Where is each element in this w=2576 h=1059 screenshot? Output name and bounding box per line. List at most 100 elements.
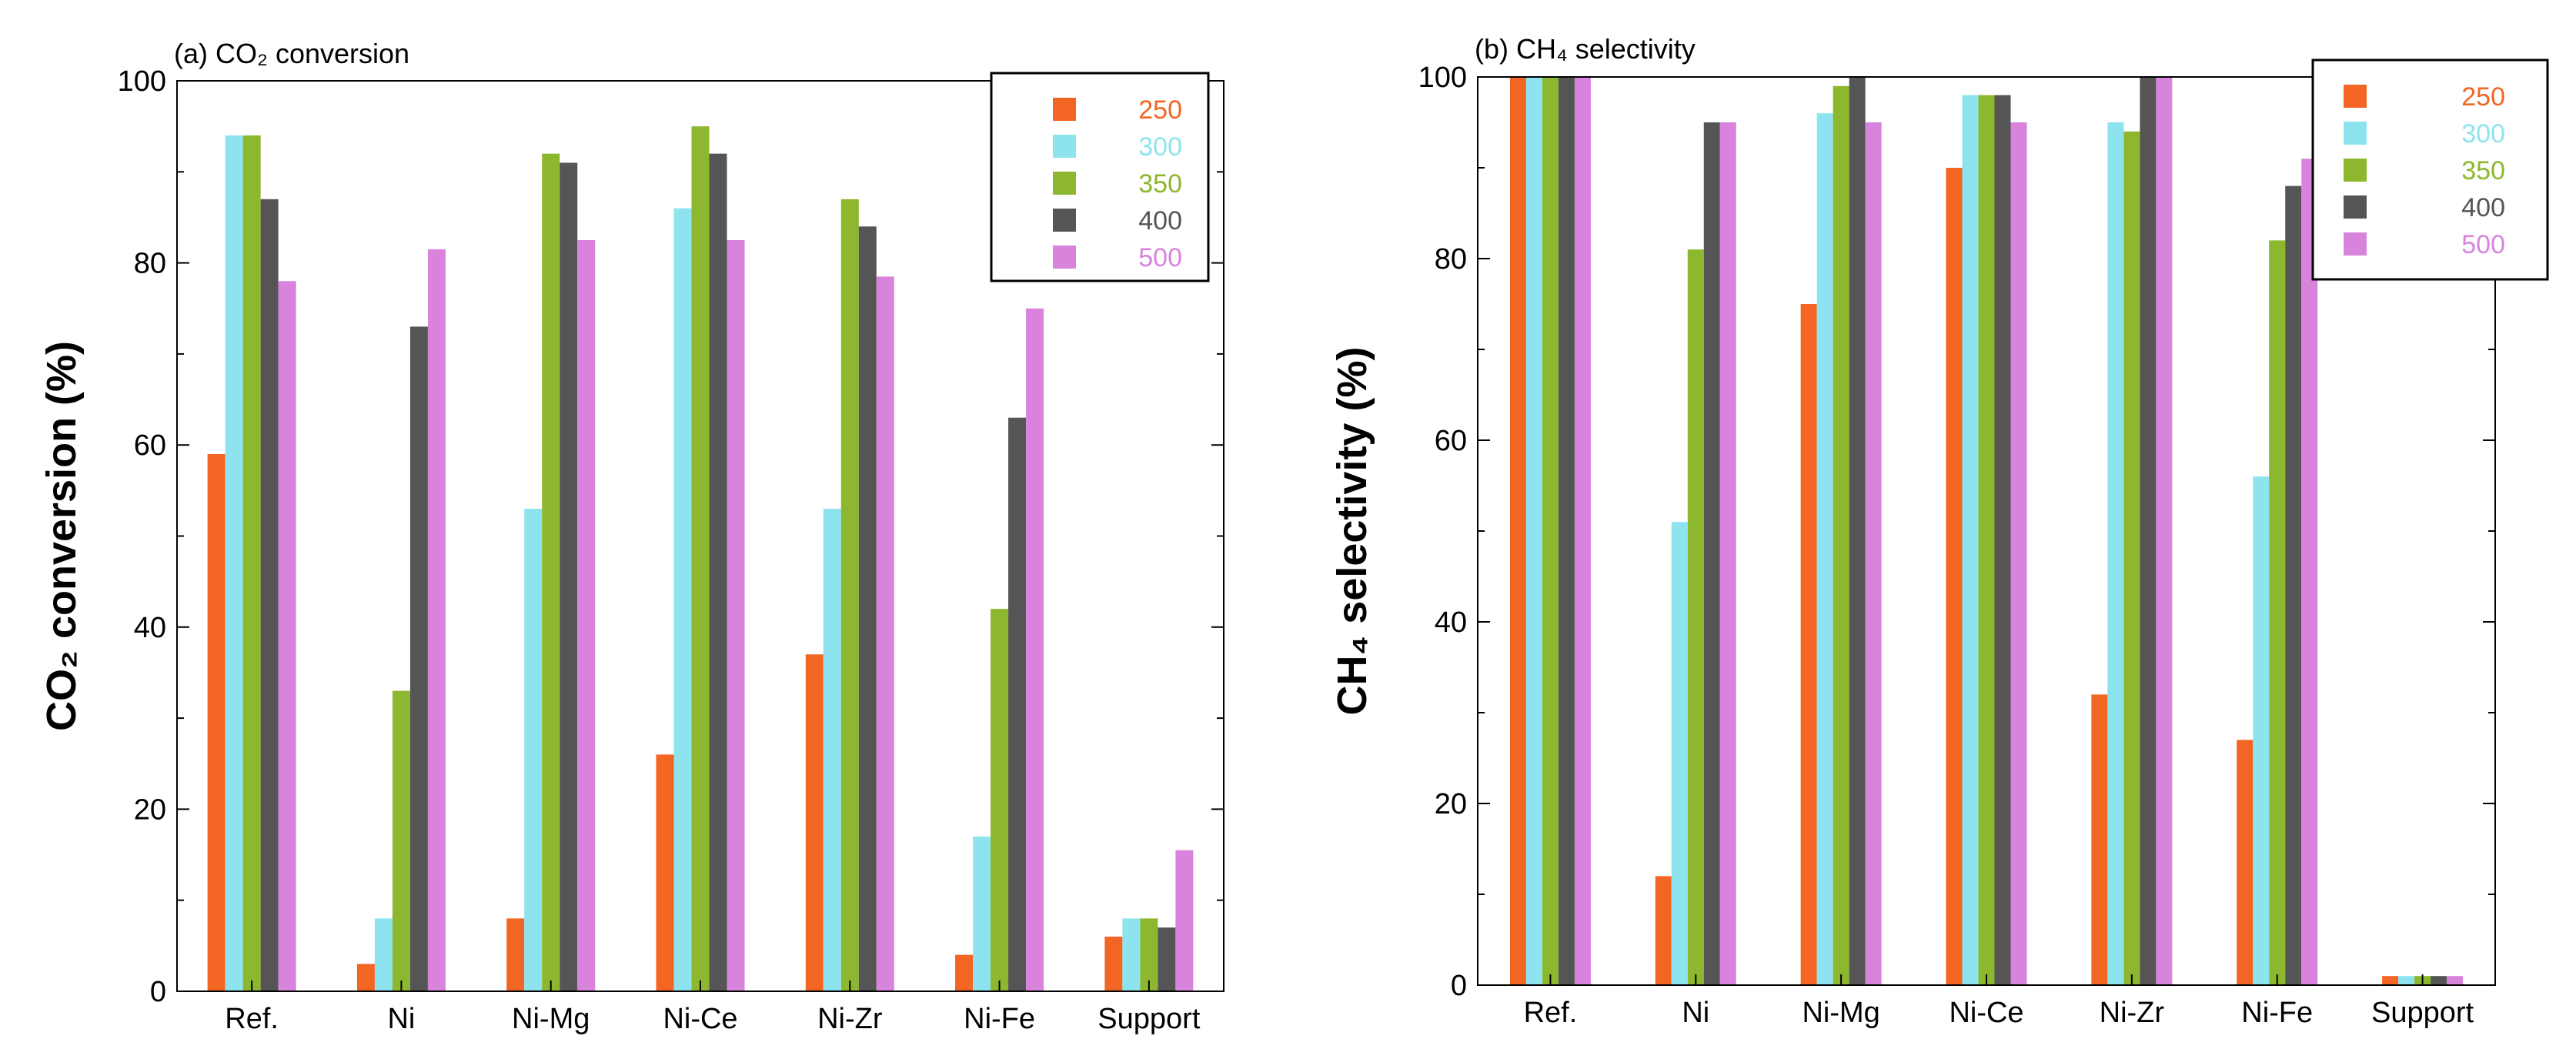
bar-Support-500	[1175, 850, 1194, 991]
y-tick-label: 100	[118, 65, 166, 98]
bar-Ni-Fe-300	[973, 836, 991, 991]
bar-Ni-Ce-500	[2010, 122, 2027, 985]
y-axis-label: CO₂ conversion (%)	[38, 341, 85, 731]
legend-label: 400	[2461, 193, 2505, 222]
bar-Ni-Mg-500	[577, 240, 596, 991]
bar-Ni-Mg-400	[1849, 77, 1866, 985]
legend-label: 500	[2461, 230, 2505, 259]
x-tick-label: Support	[2371, 997, 2474, 1029]
y-tick-label: 0	[1451, 970, 1467, 1002]
bar-Ni-Zr-250	[2091, 694, 2108, 985]
x-tick-label: Ref.	[1524, 997, 1578, 1029]
y-tick-label: 20	[134, 793, 166, 826]
legend-swatch	[1053, 209, 1076, 232]
legend-swatch	[1053, 246, 1076, 269]
bar-Support-350	[1140, 918, 1158, 991]
x-tick-label: Ni-Fe	[2241, 997, 2313, 1029]
bar-Support-400	[1158, 927, 1176, 991]
legend-label: 400	[1138, 206, 1182, 236]
bar-Ref.-300	[1525, 77, 1542, 985]
bar-Ni-350	[1687, 249, 1704, 985]
bar-Ni-Mg-300	[524, 509, 543, 991]
y-tick-label: 80	[134, 248, 166, 280]
bar-Ni-Fe-500	[1026, 308, 1044, 991]
y-tick-label: 20	[1435, 788, 1467, 820]
x-tick-label: Ni-Mg	[1802, 997, 1879, 1029]
bar-Ni-500	[1719, 122, 1736, 985]
bar-Ni-Ce-400	[1994, 95, 2011, 986]
legend-swatch	[2344, 85, 2367, 108]
legend-label: 300	[1138, 132, 1182, 162]
bar-Ni-Ce-300	[1962, 95, 1979, 986]
x-tick-label: Ni-Mg	[512, 1003, 590, 1035]
bar-Ni-Ce-300	[673, 208, 692, 991]
bar-Support-300	[2398, 976, 2415, 985]
legend-swatch	[1053, 172, 1076, 195]
legend-swatch	[2344, 122, 2367, 145]
x-tick-label: Ref.	[225, 1003, 279, 1035]
bar-Ni-Fe-350	[2269, 240, 2286, 985]
x-tick-label: Ni-Zr	[2100, 997, 2165, 1029]
bar-Ref.-300	[225, 135, 243, 992]
y-tick-label: 60	[1435, 425, 1467, 457]
bar-Support-400	[2431, 976, 2447, 985]
chart-panel-ch4-selectivity: (b) CH₄ selectivity CH₄ selectivity (%) 0 2…	[1293, 0, 2576, 1059]
bar-Support-300	[1122, 918, 1141, 991]
bar-Ref.-400	[260, 199, 279, 991]
bar-Ni-Mg-250	[1800, 304, 1817, 985]
bar-Ni-Zr-350	[840, 199, 859, 991]
bar-Ni-Ce-350	[1978, 95, 1995, 986]
legend-swatch	[2344, 159, 2367, 182]
chart-title: (b) CH₄ selectivity	[1475, 33, 1696, 65]
legend-swatch	[1053, 135, 1076, 158]
bar-Ni-Ce-250	[1946, 168, 1963, 985]
bar-Ni-400	[1703, 122, 1720, 985]
bar-Ni-500	[427, 249, 446, 992]
bar-Ni-Zr-400	[2140, 77, 2157, 985]
bar-Ni-Zr-300	[2107, 122, 2124, 985]
bar-Ref.-250	[207, 454, 226, 991]
x-tick-label: Support	[1098, 1003, 1201, 1035]
bar-Ni-Zr-500	[876, 276, 894, 992]
y-tick-label: 80	[1435, 243, 1467, 276]
legend-label: 350	[1138, 169, 1182, 199]
bar-Ni-Fe-250	[955, 954, 974, 991]
bar-Ref.-350	[242, 135, 261, 992]
x-tick-label: Ni-Ce	[1949, 997, 2023, 1029]
bar-Ni-Fe-350	[991, 609, 1009, 991]
legend-label: 500	[1138, 243, 1182, 272]
legend-swatch	[1053, 98, 1076, 121]
bar-Ni-250	[356, 964, 375, 991]
bar-Ni-Ce-400	[709, 153, 727, 991]
ch4-selectivity-chart: (b) CH₄ selectivity CH₄ selectivity (%) 0 2…	[1329, 33, 2549, 1029]
x-tick-label: Ni-Ce	[663, 1003, 737, 1035]
legend-label: 250	[2461, 82, 2505, 112]
legend-swatch	[2344, 195, 2367, 219]
x-tick-label: Ni-Fe	[964, 1003, 1035, 1035]
bar-Support-250	[1104, 937, 1123, 991]
bar-Ni-Mg-250	[506, 918, 525, 991]
y-tick-label: 40	[134, 612, 166, 644]
bar-Ni-Zr-250	[805, 654, 824, 991]
bar-Ni-Fe-250	[2237, 740, 2254, 985]
bar-Ni-Mg-350	[1833, 85, 1849, 985]
bar-Ni-400	[409, 326, 428, 991]
chart-title: (a) CO₂ conversion	[174, 38, 409, 69]
legend-label: 250	[1138, 95, 1182, 125]
legend-label: 300	[2461, 119, 2505, 149]
bar-Ni-250	[1655, 876, 1672, 985]
chart-panel-co2-conversion: (a) CO₂ conversion CO₂ conversion (%) 0 20 4…	[0, 0, 1278, 1059]
bar-Ni-350	[392, 690, 410, 991]
legend-box	[990, 72, 1210, 282]
bar-Ref.-400	[1558, 77, 1575, 985]
x-tick-label: Ni-Zr	[817, 1003, 883, 1035]
legend-swatch	[2344, 232, 2367, 256]
bar-Ref.-500	[278, 281, 296, 991]
bar-Ni-Ce-500	[727, 240, 745, 991]
co2-conversion-chart: (a) CO₂ conversion CO₂ conversion (%) 0 20 4…	[38, 38, 1225, 1035]
bar-Ni-300	[374, 918, 393, 991]
bar-Ref.-500	[1574, 77, 1591, 985]
y-tick-label: 40	[1435, 606, 1467, 639]
bar-Ni-Mg-350	[542, 153, 560, 991]
y-tick-label: 0	[150, 976, 166, 1008]
